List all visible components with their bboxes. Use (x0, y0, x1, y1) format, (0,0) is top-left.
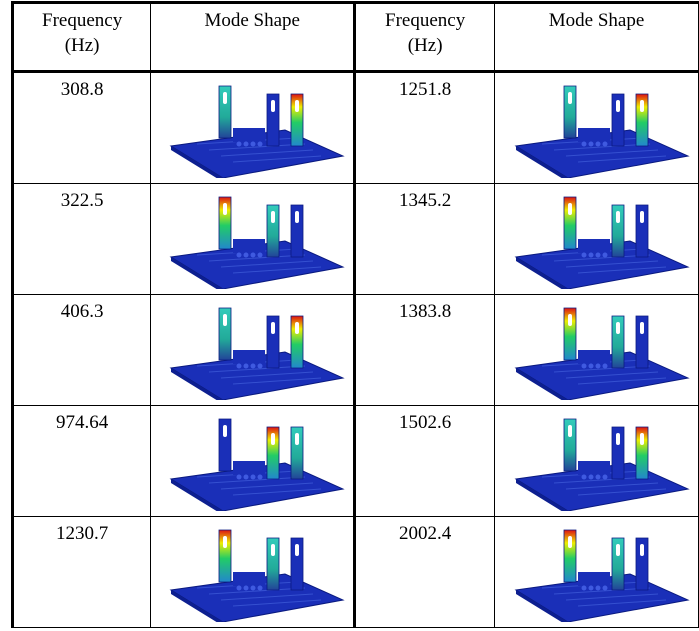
mode-shape (157, 522, 347, 622)
mode-shape-cell (151, 406, 355, 517)
mode-shape (157, 300, 347, 400)
mode-shape-cell (151, 184, 355, 295)
frequency-cell: 322.5 (13, 184, 151, 295)
mode-shape (157, 78, 347, 178)
table-row: 308.8 1251.8 (13, 72, 699, 184)
mode-shape-cell (495, 406, 699, 517)
header-cell: Frequency (Hz) (13, 3, 151, 72)
table-row: 322.5 1345.2 (13, 184, 699, 295)
frequency-cell: 406.3 (13, 295, 151, 406)
header-cell: Frequency (Hz) (355, 3, 495, 72)
mode-shape-cell (151, 295, 355, 406)
mode-shape (157, 411, 347, 511)
frequency-cell: 1502.6 (355, 406, 495, 517)
mode-shape (502, 522, 692, 622)
mode-shape-cell (495, 295, 699, 406)
header-row: Frequency (Hz) Mode Shape Frequency (Hz)… (13, 3, 699, 72)
mode-shape-cell (495, 184, 699, 295)
mode-shape-cell (495, 517, 699, 628)
mode-shape-cell (495, 72, 699, 184)
table-row: 974.64 1502.6 (13, 406, 699, 517)
frequency-cell: 974.64 (13, 406, 151, 517)
header-cell: Mode Shape (151, 3, 355, 72)
frequency-cell: 1383.8 (355, 295, 495, 406)
frequency-cell: 2002.4 (355, 517, 495, 628)
mode-shape (502, 78, 692, 178)
page: {"table": { "headers": ["Frequency (Hz)"… (0, 0, 699, 631)
mode-shape-cell (151, 517, 355, 628)
mode-shape (502, 300, 692, 400)
frequency-cell: 1230.7 (13, 517, 151, 628)
mode-shape-cell (151, 72, 355, 184)
frequency-cell: 1345.2 (355, 184, 495, 295)
table-row: 406.3 1383.8 (13, 295, 699, 406)
table-row: 1230.7 2002.4 (13, 517, 699, 628)
mode-shape (502, 411, 692, 511)
header-cell: Mode Shape (495, 3, 699, 72)
frequency-cell: 1251.8 (355, 72, 495, 184)
frequency-cell: 308.8 (13, 72, 151, 184)
mode-table: Frequency (Hz) Mode Shape Frequency (Hz)… (11, 1, 699, 628)
mode-shape (157, 189, 347, 289)
mode-shape (502, 189, 692, 289)
